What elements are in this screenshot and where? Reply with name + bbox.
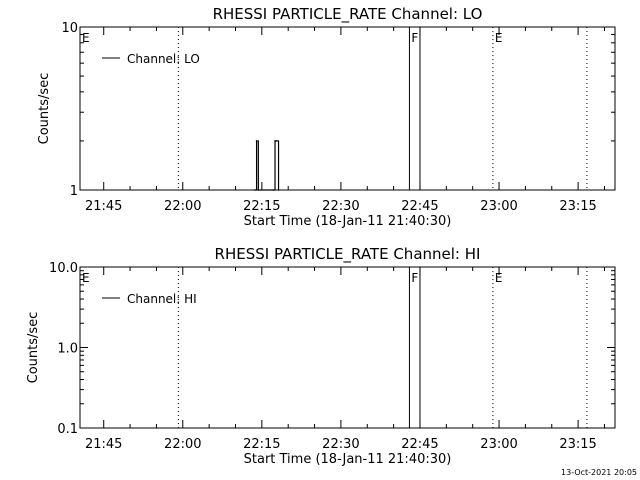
chart-2-x-tick-label: 22:00 [164, 437, 201, 452]
chart-2-x-axis-label: Start Time (18-Jan-11 21:40:30) [244, 452, 452, 467]
chart-1-x-tick-label: 22:15 [243, 199, 280, 214]
chart-2-x-tick-label: 22:15 [243, 437, 280, 452]
chart-1-x-tick-label: 22:45 [401, 199, 438, 214]
chart-2-x-tick-label: 22:45 [401, 437, 438, 452]
chart-2-event-label: E [82, 271, 90, 285]
chart-1-x-tick-label: 23:00 [480, 199, 517, 214]
chart-1-plot-frame [79, 26, 616, 191]
chart-2-x-tick-label: 22:30 [322, 437, 359, 452]
chart-1-y-axis-label: Counts/sec [37, 73, 52, 145]
chart-1-series-line [254, 140, 280, 191]
chart-1-event-label: F [411, 31, 418, 45]
chart-1-legend-label: Channel: LO [127, 52, 200, 66]
chart-2-x-tick-label: 23:00 [480, 437, 517, 452]
footer-timestamp: 13-Oct-2021 20:05 [561, 468, 637, 477]
chart-1-x-tick-label: 23:15 [559, 199, 596, 214]
chart-1-y-tick-label: 1 [70, 184, 78, 199]
chart-2-y-tick-label: 0.1 [57, 422, 78, 437]
chart-1-y-tick-label: 10 [61, 21, 78, 36]
chart-2-y-tick-label: 10.0 [49, 261, 78, 276]
chart-1-title: RHESSI PARTICLE_RATE Channel: LO [213, 5, 483, 24]
chart-2-y-axis-label: Counts/sec [26, 312, 41, 384]
chart-2-x-tick-label: 21:45 [85, 437, 122, 452]
chart-1-event-label: E [495, 31, 503, 45]
chart-1-x-tick-label: 21:45 [85, 199, 122, 214]
chart-2-title: RHESSI PARTICLE_RATE Channel: HI [215, 245, 481, 264]
chart-1-x-tick-label: 22:30 [322, 199, 359, 214]
chart-2-legend-label: Channel: HI [127, 292, 197, 306]
chart-2-y-tick-label: 1.0 [57, 342, 78, 357]
chart-1-x-tick-label: 22:00 [164, 199, 201, 214]
chart-1-x-axis-label: Start Time (18-Jan-11 21:40:30) [244, 214, 452, 229]
chart-2-event-label: E [495, 271, 503, 285]
chart-2-event-label: F [411, 271, 418, 285]
chart-2-x-tick-label: 23:15 [559, 437, 596, 452]
chart-1-event-label: E [82, 31, 90, 45]
